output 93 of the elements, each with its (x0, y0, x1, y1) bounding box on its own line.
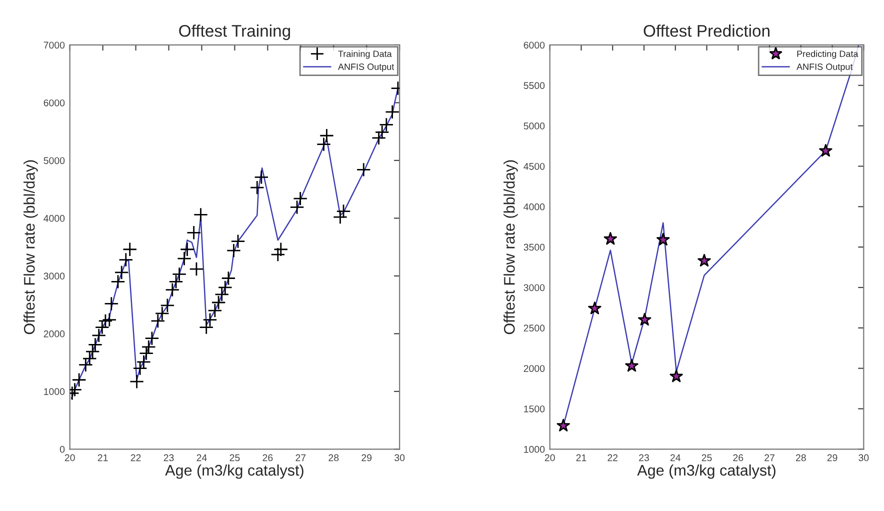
legend-label: Predicting Data (797, 50, 858, 59)
point (293, 191, 308, 206)
x-tick-label: 20 (64, 454, 75, 462)
x-tick-label: 23 (639, 454, 649, 462)
x-tick-label: 27 (764, 454, 774, 462)
y-tick-label: 5500 (524, 82, 545, 90)
y-tick-label: 3000 (44, 272, 65, 280)
point (88, 337, 103, 352)
x-tick-label: 25 (230, 454, 240, 462)
y-axis-title: Offtest Flow rate (bbl/day) (24, 160, 38, 334)
point (144, 331, 160, 346)
point (385, 104, 400, 120)
point (176, 251, 192, 266)
point (290, 200, 304, 215)
y-tick-label: 4000 (44, 214, 65, 222)
legend-label: ANFIS Output (796, 64, 853, 72)
point (819, 144, 832, 157)
point (230, 234, 246, 249)
line-series (70, 88, 399, 399)
y-tick-label: 6000 (44, 99, 65, 106)
point (114, 265, 129, 280)
point (189, 262, 204, 276)
point (141, 340, 156, 354)
x-tick-label: 28 (796, 454, 806, 462)
point (139, 346, 154, 361)
chart-title: Offtest Training (179, 24, 290, 40)
point (72, 372, 86, 388)
point (92, 328, 106, 343)
point (588, 302, 602, 314)
y-tick-label: 5000 (524, 122, 545, 130)
point (172, 266, 187, 282)
x-tick-label: 22 (130, 454, 141, 462)
y-tick-label: 0 (60, 446, 65, 453)
x-tick-label: 22 (608, 454, 618, 462)
y-tick-label: 1500 (524, 405, 545, 412)
point (270, 247, 286, 262)
point (656, 232, 670, 246)
point (129, 374, 144, 389)
x-axis-title: Age (m3/kg catalyst) (165, 464, 304, 479)
x-tick-label: 26 (262, 454, 273, 462)
x-tick-label: 21 (98, 454, 108, 462)
point (254, 170, 269, 184)
legend-label: ANFIS Output (338, 64, 394, 72)
x-tick-label: 28 (328, 454, 339, 462)
x-tick-label: 30 (394, 454, 405, 462)
x-tick-label: 26 (733, 454, 744, 462)
y-tick-label: 4500 (524, 162, 545, 170)
point (193, 207, 208, 222)
point (250, 180, 264, 195)
point (180, 242, 195, 257)
point (118, 252, 134, 268)
y-tick-label: 2000 (44, 330, 65, 338)
y-tick-label: 1000 (524, 446, 545, 453)
point (226, 243, 241, 258)
point (604, 232, 618, 245)
y-tick-label: 3000 (524, 284, 545, 292)
point (625, 359, 638, 372)
x-tick-label: 24 (670, 454, 680, 462)
point (698, 254, 711, 267)
y-axis-title: Offtest Flow rate (bbl/day) (504, 160, 518, 334)
point (122, 242, 138, 257)
point (556, 418, 570, 432)
x-tick-label: 27 (296, 454, 306, 462)
y-tick-label: 2500 (524, 324, 545, 332)
y-tick-label: 1000 (44, 388, 65, 396)
legend-label: Training Data (338, 50, 392, 59)
point (274, 242, 288, 257)
point (319, 128, 334, 143)
y-tick-label: 3500 (524, 244, 545, 251)
x-tick-label: 23 (164, 454, 174, 462)
point (638, 312, 652, 326)
chart-title: Offtest Prediction (644, 24, 770, 37)
point (110, 274, 126, 289)
point (221, 270, 236, 286)
x-tick-label: 24 (196, 454, 207, 462)
x-tick-label: 21 (576, 454, 586, 462)
x-axis-title: Age (m3/kg catalyst) (637, 464, 776, 479)
point (186, 225, 202, 240)
y-tick-label: 6000 (524, 42, 545, 49)
x-tick-label: 29 (827, 454, 838, 462)
y-tick-label: 2000 (524, 365, 545, 372)
x-tick-label: 25 (702, 454, 712, 462)
point (670, 370, 683, 382)
point (104, 296, 119, 311)
y-tick-label: 7000 (44, 42, 65, 49)
y-tick-label: 4000 (524, 203, 545, 210)
x-tick-label: 30 (858, 454, 869, 462)
x-tick-label: 20 (544, 454, 555, 462)
y-tick-label: 5000 (44, 157, 65, 164)
point (316, 137, 332, 152)
x-tick-label: 29 (362, 454, 372, 462)
point (85, 344, 100, 359)
point (356, 162, 371, 177)
